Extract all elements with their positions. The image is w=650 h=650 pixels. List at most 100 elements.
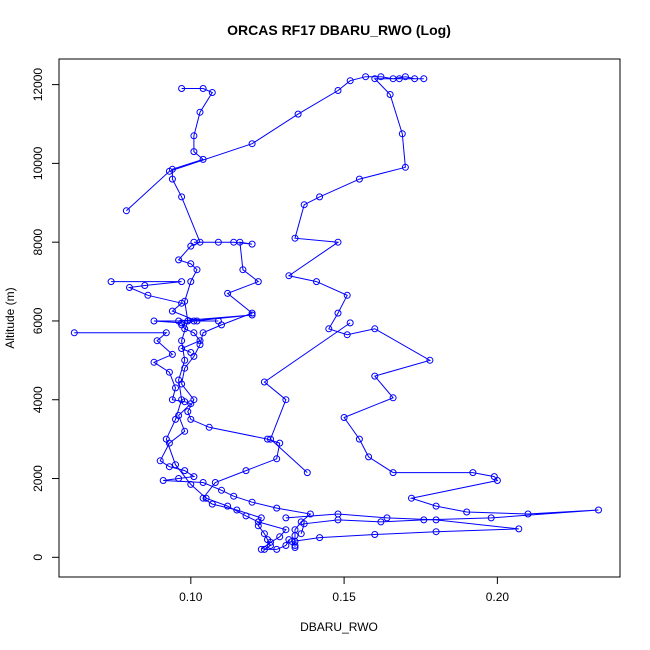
data-point [411,75,419,83]
data-point [325,325,333,333]
data-point [524,510,532,518]
data-point [248,498,256,506]
data-point [377,518,385,526]
data-point [150,358,158,366]
data-point [282,542,290,549]
data-point [178,345,186,352]
series-3 [70,329,314,551]
data-point [196,108,204,116]
data-point [172,384,179,392]
data-point [254,522,262,530]
data-point [334,87,342,94]
series-1 [162,85,290,553]
x-axis: 0.10 0.15 0.20 [179,577,509,604]
data-point [70,329,78,337]
data-point [346,319,354,327]
series-7 [260,319,354,477]
data-point [214,317,222,325]
data-point [230,492,238,500]
series-line [285,513,519,546]
data-point [276,533,284,541]
data-point [377,73,385,81]
y-axis-label: Altitude (m) [3,287,17,348]
y-tick-label: 4000 [31,386,45,413]
data-point [282,396,290,404]
series-2 [178,238,293,553]
data-point [214,238,222,246]
data-point [208,89,216,96]
data-point [199,494,207,502]
data-point [340,414,348,421]
series-4 [107,278,204,356]
data-point [383,514,391,522]
data-point [165,368,173,376]
data-point [242,467,250,475]
data-point [178,321,186,329]
data-point [181,356,189,364]
data-point [122,207,130,215]
y-tick-label: 10000 [31,146,45,180]
series-line [178,314,253,326]
data-point [208,500,216,508]
x-tick-label: 0.15 [332,590,356,604]
data-point [285,272,293,280]
data-point [211,479,219,486]
data-point [205,423,213,431]
data-point [303,469,311,477]
data-point [165,167,173,175]
series-layer [70,73,602,553]
data-point [365,453,373,461]
series-6 [175,311,256,329]
data-point [218,486,225,494]
data-point [257,514,265,522]
data-point [291,542,299,549]
data-point [187,400,195,408]
data-point [162,329,170,337]
data-point [273,545,281,553]
data-point [224,289,232,297]
x-tick-label: 0.10 [179,590,203,604]
data-point [175,412,183,419]
data-point [150,317,158,325]
data-point [595,506,602,514]
data-point [493,477,501,484]
data-point [107,278,115,286]
data-point [426,356,434,364]
data-point [316,193,324,201]
series-line [165,88,287,550]
y-tick-label: 6000 [31,307,45,334]
data-point [267,542,274,549]
data-point [260,545,268,553]
data-point [175,256,183,264]
data-point [291,234,299,242]
x-axis-label: DBARU_RWO [300,620,378,634]
data-point [316,534,324,542]
data-point [181,467,189,475]
data-point [408,494,415,502]
data-point [401,163,409,171]
data-point [432,528,440,536]
data-point [181,398,189,406]
chart-title: ORCAS RF17 DBARU_RWO (Log) [227,22,451,38]
data-point [371,325,379,333]
data-point [334,510,342,518]
data-point [487,514,495,522]
series-line [126,76,599,534]
data-point [181,427,189,435]
data-point [432,516,440,524]
data-point [172,461,179,469]
data-point [355,435,363,443]
data-point [190,148,198,156]
data-point [371,372,379,380]
data-point [300,520,308,528]
data-point [248,309,256,317]
data-point [239,266,247,274]
data-point [199,329,207,337]
data-point [178,380,186,388]
data-point [294,110,302,118]
data-point [126,284,133,291]
data-point [334,238,342,246]
data-point [168,396,176,404]
data-point [175,475,183,482]
